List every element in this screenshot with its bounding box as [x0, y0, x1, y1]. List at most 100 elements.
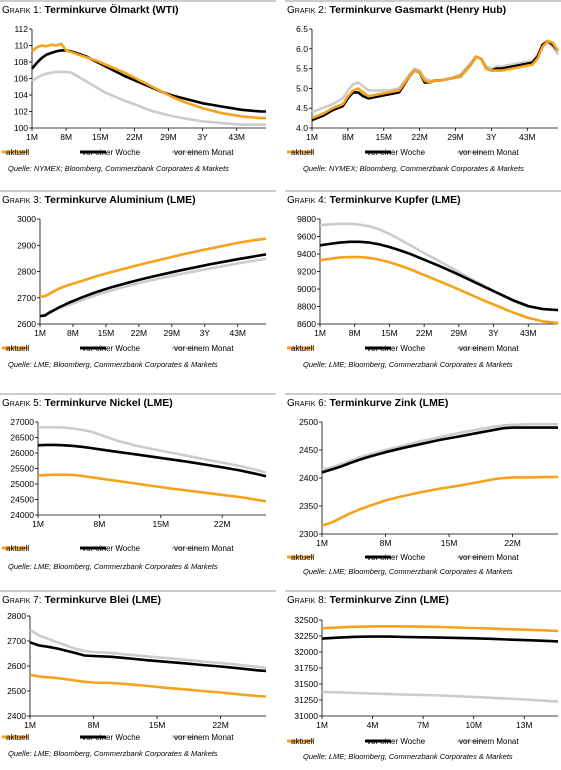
- series-line-aktuell: [37, 473, 267, 503]
- y-tick-label: 2500: [299, 417, 318, 427]
- y-tick-label: 2800: [17, 267, 36, 277]
- x-tick-label: 4M: [367, 720, 379, 730]
- y-tick-label: 6.5: [296, 24, 308, 34]
- chart-title-text: Terminkurve Blei (LME): [45, 594, 162, 606]
- chart-number: Grafik 7:: [2, 595, 42, 606]
- legend-label-woche: vor einer Woche: [82, 148, 141, 157]
- series-line-aktuell: [321, 625, 559, 633]
- chart-number: Grafik 8:: [287, 595, 327, 606]
- y-tick-label: 9600: [297, 232, 316, 242]
- x-tick-label: 8M: [380, 538, 392, 548]
- x-tick-label: 15M: [381, 328, 398, 338]
- chart-number: Grafik 6:: [287, 398, 327, 409]
- x-tick-label: 1M: [34, 328, 46, 338]
- y-tick-label: 24000: [10, 510, 34, 520]
- x-tick-label: 22M: [411, 132, 428, 142]
- series-line-monat: [311, 41, 560, 114]
- x-tick-label: 1M: [306, 132, 318, 142]
- series-line-monat: [29, 628, 267, 670]
- x-tick-label: 15M: [92, 132, 109, 142]
- y-tick-label: 2300: [299, 529, 318, 539]
- legend-label-aktuell: aktuell: [291, 737, 314, 746]
- y-tick-label: 2700: [7, 636, 26, 646]
- legend-label-monat: vor einem Monat: [174, 733, 234, 742]
- legend-label-aktuell: aktuell: [6, 733, 29, 742]
- chart-8: Grafik 8: Terminkurve Zinn (LME) 31000 3125…: [285, 590, 561, 761]
- legend-label-monat: vor einem Monat: [174, 148, 234, 157]
- legend-label-woche: vor einer Woche: [82, 544, 141, 553]
- chart-title-text: Terminkurve Zinn (LME): [330, 594, 449, 606]
- y-tick-label: 2500: [7, 686, 26, 696]
- chart-number: Grafik 2:: [287, 5, 327, 16]
- y-tick-label: 106: [14, 74, 28, 84]
- legend-label-monat: vor einem Monat: [174, 544, 234, 553]
- legend-label-woche: vor einer Woche: [82, 733, 141, 742]
- chart-source: Quelle: LME; Bloomberg, Commerzbank Corp…: [8, 749, 218, 758]
- chart-source: Quelle: LME; Bloomberg, Commerzbank Corp…: [303, 360, 513, 369]
- chart-title: Grafik 1: Terminkurve Ölmarkt (WTI): [2, 3, 179, 16]
- chart-source: Quelle: LME; Bloomberg, Commerzbank Corp…: [303, 752, 513, 761]
- series-line-woche: [29, 641, 267, 673]
- series-line-woche: [31, 49, 266, 113]
- y-tick-label: 25500: [10, 464, 34, 474]
- chart-title: Grafik 8: Terminkurve Zinn (LME): [287, 594, 449, 606]
- series-line-monat: [38, 426, 267, 474]
- y-tick-label: 2350: [299, 501, 318, 511]
- chart-4: Grafik 4: Terminkurve Kupfer (LME) 8600 880…: [285, 190, 561, 369]
- series-line-aktuell: [319, 255, 559, 325]
- x-tick-label: 22M: [416, 328, 433, 338]
- y-tick-label: 4.5: [296, 103, 308, 113]
- x-tick-label: 22M: [212, 720, 229, 730]
- y-tick-label: 102: [14, 107, 28, 117]
- series-line-woche: [321, 426, 558, 474]
- x-tick-label: 43M: [229, 328, 246, 338]
- legend-label-monat: vor einem Monat: [174, 344, 234, 353]
- x-tick-label: 15M: [149, 720, 166, 730]
- y-tick-label: 100: [14, 123, 28, 133]
- chart-title-text: Terminkurve Gasmarkt (Henry Hub): [330, 4, 507, 16]
- chart-number: Grafik 4:: [287, 195, 327, 206]
- x-tick-label: 43M: [520, 328, 537, 338]
- series-line-woche: [319, 240, 559, 312]
- chart-title-text: Terminkurve Kupfer (LME): [330, 194, 461, 206]
- chart-2: Grafik 2: Terminkurve Gasmarkt (Henry Hub…: [285, 0, 561, 173]
- x-tick-label: 8M: [88, 720, 100, 730]
- y-tick-label: 2700: [17, 293, 36, 303]
- chart-6: Grafik 6: Terminkurve Zink (LME) 2300 2350 2…: [285, 393, 561, 576]
- y-tick-label: 26500: [10, 433, 34, 443]
- y-tick-label: 9400: [297, 249, 316, 259]
- y-tick-label: 6.0: [296, 44, 308, 54]
- chart-source: Quelle: LME; Bloomberg, Commerzbank Corp…: [8, 562, 218, 571]
- chart-title: Grafik 7: Terminkurve Blei (LME): [2, 594, 161, 606]
- y-tick-label: 2450: [299, 445, 318, 455]
- x-tick-label: 15M: [375, 132, 392, 142]
- legend-label-woche: vor einer Woche: [367, 148, 426, 157]
- series-line-monat: [31, 70, 266, 126]
- chart-source: Quelle: NYMEX; Bloomberg, Commerzbank Co…: [8, 164, 229, 173]
- series-line-woche: [321, 635, 559, 643]
- y-tick-label: 108: [14, 57, 28, 67]
- chart-title: Grafik 5: Terminkurve Nickel (LME): [2, 397, 173, 409]
- y-tick-label: 9800: [297, 214, 316, 224]
- y-tick-label: 110: [14, 41, 28, 51]
- legend-label-woche: vor einer Woche: [82, 344, 141, 353]
- x-tick-label: 3Y: [488, 328, 499, 338]
- y-tick-label: 31750: [294, 663, 318, 673]
- x-tick-label: 29M: [451, 328, 468, 338]
- legend-label-woche: vor einer Woche: [367, 553, 426, 562]
- chart-3: Grafik 3: Terminkurve Aluminium (LME) 2600…: [0, 190, 276, 369]
- y-tick-label: 26000: [10, 448, 34, 458]
- legend-label-woche: vor einer Woche: [367, 737, 426, 746]
- series-line-woche: [39, 253, 267, 318]
- x-tick-label: 13M: [516, 720, 533, 730]
- chart-number: Grafik 3:: [2, 195, 42, 206]
- legend-label-monat: vor einem Monat: [459, 737, 519, 746]
- x-tick-label: 15M: [441, 538, 458, 548]
- y-tick-label: 2900: [17, 240, 36, 250]
- y-tick-label: 8600: [297, 319, 316, 329]
- legend-label-aktuell: aktuell: [6, 344, 29, 353]
- y-tick-label: 104: [14, 90, 28, 100]
- x-tick-label: 8M: [349, 328, 361, 338]
